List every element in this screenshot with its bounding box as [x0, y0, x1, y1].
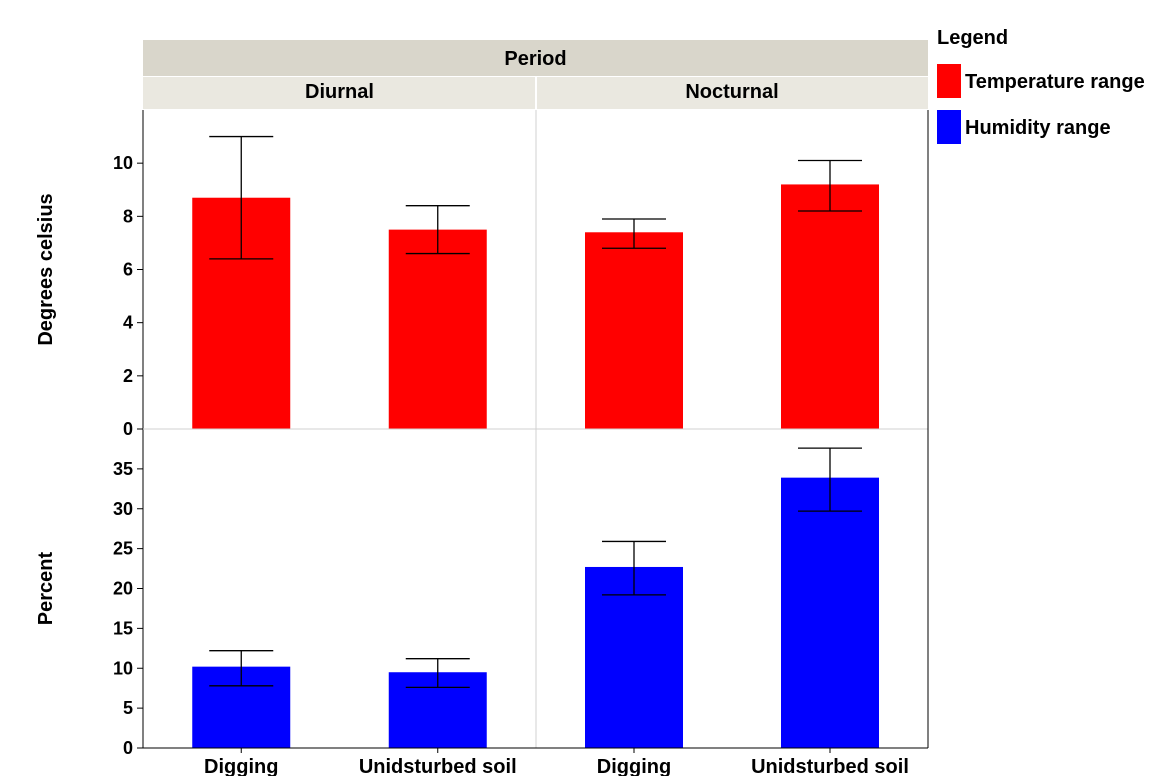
bar-temperature-range-nocturnal-unidsturbed-soil [781, 184, 879, 429]
legend-swatch-temperature-range [937, 64, 961, 98]
x-tick-label-nocturnal-unidsturbed-soil: Unidsturbed soil [751, 756, 909, 776]
facet-headers: Period Diurnal Nocturnal [143, 40, 928, 109]
x-tick-label-diurnal-unidsturbed-soil: Unidsturbed soil [359, 756, 517, 776]
error-bar-temperature-range-nocturnal-digging [602, 218, 666, 249]
y-tick-label: 25 [113, 539, 133, 559]
y-tick-label: 30 [113, 499, 133, 519]
y-tick-label: 8 [123, 206, 133, 226]
error-bar-temperature-range-diurnal-unidsturbed-soil [405, 205, 470, 255]
error-bar-humidity-range-nocturnal-digging [602, 540, 666, 596]
y-tick-label: 2 [123, 366, 133, 386]
column-header-band-diurnal [143, 77, 535, 109]
y-tick-label: 0 [123, 419, 133, 439]
legend: Legend Temperature range Humidity range [937, 27, 1145, 144]
column-header-diurnal: Diurnal [305, 81, 374, 103]
bar-temperature-range-diurnal-unidsturbed-soil [388, 229, 487, 429]
column-header-nocturnal: Nocturnal [685, 81, 778, 103]
legend-label-humidity-range: Humidity range [965, 117, 1111, 139]
panel-humidity-range: 0 5 10 15 20 25 30 35 Percent [35, 429, 879, 758]
error-bar-temperature-range-nocturnal-unidsturbed-soil [798, 159, 862, 212]
legend-label-temperature-range: Temperature range [965, 71, 1145, 93]
error-bar-humidity-range-nocturnal-unidsturbed-soil [798, 447, 862, 512]
bar-temperature-range-nocturnal-digging [585, 232, 683, 429]
chart-panels: 0 2 4 6 8 10 Degrees celsius 0 5 10 15 20 25 30 35 Perc… [35, 110, 929, 776]
y-tick-label: 20 [113, 579, 133, 599]
legend-title: Legend [937, 27, 1008, 49]
legend-swatch-humidity-range [937, 110, 961, 144]
y-axis-title-degrees-celsius: Degrees celsius [35, 193, 57, 345]
y-tick-label: 15 [113, 618, 133, 638]
facet-title-band [143, 40, 928, 76]
bar-humidity-range-nocturnal-unidsturbed-soil [781, 477, 879, 748]
y-tick-label: 0 [123, 738, 133, 758]
y-tick-label: 35 [113, 459, 133, 479]
error-bar-temperature-range-diurnal-digging [209, 135, 274, 260]
bar-humidity-range-nocturnal-digging [585, 566, 683, 748]
y-tick-label: 10 [113, 153, 133, 173]
panel-temperature-range: 0 2 4 6 8 10 Degrees celsius [35, 110, 879, 439]
facet-title: Period [504, 48, 566, 70]
y-tick-label: 4 [123, 313, 133, 333]
error-bar-humidity-range-diurnal-unidsturbed-soil [405, 658, 470, 689]
x-tick-label-nocturnal-digging: Digging [597, 756, 671, 776]
y-tick-label: 5 [123, 698, 133, 718]
y-tick-label: 10 [113, 658, 133, 678]
column-header-band-nocturnal [537, 77, 928, 109]
error-bar-humidity-range-diurnal-digging [209, 650, 274, 687]
y-axis-title-percent: Percent [35, 551, 57, 625]
y-tick-label: 6 [123, 260, 133, 280]
x-tick-label-diurnal-digging: Digging [204, 756, 278, 776]
